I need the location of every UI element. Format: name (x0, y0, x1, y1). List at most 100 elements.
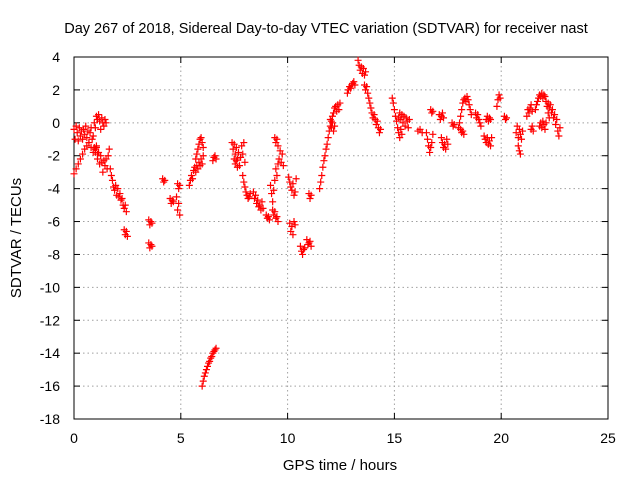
data-point (398, 130, 406, 138)
x-tick-label: 25 (600, 430, 616, 446)
data-point (343, 89, 351, 97)
data-point (429, 107, 437, 115)
data-point (85, 139, 93, 147)
data-point (307, 242, 315, 250)
data-point (322, 145, 330, 153)
data-point (320, 157, 328, 165)
data-point (175, 199, 183, 207)
data-point (239, 150, 247, 158)
data-point (442, 145, 450, 153)
data-point (545, 104, 553, 112)
data-point (300, 246, 308, 254)
y-tick-label: -12 (40, 312, 60, 328)
data-point (525, 109, 533, 117)
data-point (487, 142, 495, 150)
x-tick-label: 10 (280, 430, 296, 446)
y-axis-title: SDTVAR / TECUs (8, 178, 25, 298)
data-point (487, 116, 495, 124)
data-point (517, 135, 525, 143)
data-point (122, 208, 130, 216)
data-point (259, 204, 267, 212)
data-point (99, 168, 107, 176)
data-point (267, 181, 275, 189)
data-point (531, 106, 539, 114)
data-point (244, 195, 252, 203)
data-point (391, 112, 399, 120)
data-point (336, 99, 344, 107)
data-point (205, 359, 213, 367)
data-point (90, 119, 98, 127)
y-tick-label: 4 (52, 49, 60, 65)
data-point (286, 178, 294, 186)
data-point (306, 195, 314, 203)
data-point (176, 211, 184, 219)
data-point (397, 125, 405, 133)
data-point (212, 344, 220, 352)
data-point (116, 190, 124, 198)
data-point (495, 91, 503, 99)
data-point (428, 139, 436, 147)
data-point (250, 195, 258, 203)
data-point (246, 190, 254, 198)
data-point (366, 99, 374, 107)
data-point (350, 78, 358, 86)
data-point (241, 158, 249, 166)
data-point (456, 119, 464, 127)
y-tick-labels: -18 -16 -14 -12 -10 -8 -6 -4 -2 0 2 4 (40, 49, 60, 427)
data-point (405, 116, 413, 124)
data-point (82, 122, 90, 130)
data-point (290, 218, 298, 226)
data-point (515, 147, 523, 155)
data-point (370, 111, 378, 119)
data-point (457, 112, 465, 120)
data-point (199, 377, 207, 385)
data-point (105, 145, 113, 153)
data-point (161, 176, 169, 184)
data-point (388, 94, 396, 102)
data-point (102, 119, 110, 127)
data-point (288, 222, 296, 230)
data-point (362, 68, 370, 76)
data-point (274, 142, 282, 150)
data-point (331, 122, 339, 130)
data-point (197, 134, 205, 142)
data-point (444, 140, 452, 148)
data-point (270, 186, 278, 194)
data-point (555, 132, 563, 140)
data-point (327, 117, 335, 125)
data-point (185, 181, 193, 189)
data-point (169, 198, 177, 206)
data-point (458, 106, 466, 114)
data-point (480, 132, 488, 140)
data-point (404, 124, 412, 132)
data-point (240, 178, 248, 186)
data-point (351, 81, 359, 89)
data-point (258, 198, 266, 206)
data-point (245, 193, 253, 201)
data-point (534, 97, 542, 105)
data-point (198, 382, 206, 390)
data-point (198, 160, 206, 168)
data-point (292, 175, 300, 183)
data-point (290, 191, 298, 199)
data-point (542, 119, 550, 127)
data-point (91, 124, 99, 132)
data-point (532, 101, 540, 109)
data-point (239, 171, 247, 179)
data-point (148, 219, 156, 227)
data-point (193, 150, 201, 158)
data-point (503, 114, 511, 122)
data-point (89, 132, 97, 140)
data-point (252, 191, 260, 199)
data-point (92, 144, 100, 151)
data-point (199, 152, 207, 160)
data-point (449, 122, 457, 130)
data-point (556, 124, 564, 132)
y-tick-label: -4 (48, 181, 61, 197)
data-point (363, 83, 371, 91)
data-point (70, 170, 78, 178)
data-point (528, 107, 536, 115)
data-point (516, 150, 524, 158)
data-point (330, 127, 338, 135)
